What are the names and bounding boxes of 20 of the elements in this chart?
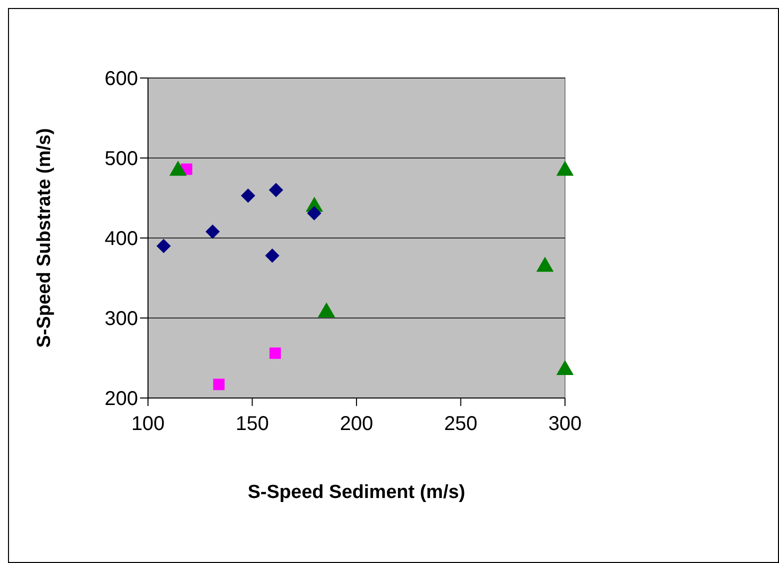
x-tick-label: 200 — [340, 413, 374, 435]
point — [268, 182, 284, 198]
y-axis-title: S-Speed Substrate (m/s) — [34, 128, 55, 348]
point — [307, 206, 322, 220]
y-tick-label: 400 — [104, 228, 138, 250]
x-axis-title: S-Speed Sediment (m/s) — [248, 482, 466, 503]
point — [205, 224, 220, 239]
y-tick-label: 600 — [104, 68, 138, 90]
x-tick-label: 250 — [444, 413, 478, 435]
point — [156, 238, 171, 254]
x-tick-label: 150 — [236, 413, 269, 435]
point — [213, 378, 225, 390]
y-tick-label: 300 — [104, 308, 138, 330]
point — [240, 188, 256, 203]
point — [269, 348, 281, 359]
x-tick-label: 100 — [131, 413, 165, 435]
x-tick-label: 300 — [548, 413, 582, 435]
point — [265, 248, 280, 263]
y-tick-label: 200 — [104, 388, 138, 410]
y-tick-label: 500 — [104, 148, 138, 170]
